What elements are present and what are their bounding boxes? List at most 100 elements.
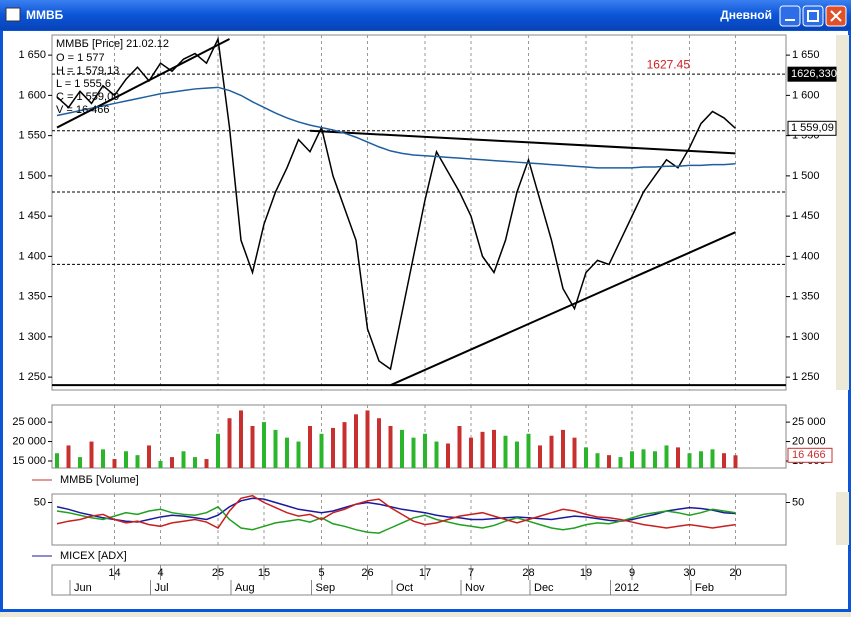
trendline	[56, 38, 230, 129]
legend-line: L = 1 555,6	[56, 78, 111, 90]
legend-line: O = 1 577	[56, 52, 105, 64]
x-day-label: 30	[683, 567, 695, 579]
minimize-button[interactable]	[779, 5, 801, 27]
volume-bar	[227, 418, 232, 468]
volume-bar	[400, 429, 404, 468]
y-tick-label: 1 600	[18, 89, 46, 101]
volume-box	[787, 447, 833, 463]
x-month-label: Feb	[695, 582, 714, 594]
volume-bar	[365, 410, 370, 468]
volume-bar	[388, 426, 393, 468]
volume-bar	[457, 426, 462, 468]
volume-bar	[710, 449, 715, 468]
y-tick-label: 1 650	[18, 49, 46, 61]
x-day-label: 26	[361, 567, 373, 579]
legend-label: ММВБ [Volume]	[60, 474, 139, 486]
legend-line: V = 16 466	[56, 104, 110, 116]
x-day-label: 7	[468, 567, 474, 579]
scrollbar[interactable]	[836, 492, 849, 545]
title-bar	[0, 0, 851, 30]
volume-bar	[423, 433, 427, 468]
x-day-label: 19	[580, 567, 592, 579]
volume-bar	[342, 422, 347, 468]
volume-bar	[308, 426, 312, 468]
volume-bar	[411, 437, 416, 468]
legend-line: C = 1 559,09	[56, 91, 119, 103]
y-tick-label: 50	[34, 496, 46, 508]
volume-bar	[733, 455, 738, 468]
volume-bar	[687, 453, 692, 468]
legend-line: H = 1 579,13	[56, 65, 119, 77]
x-month-label: Jul	[155, 582, 169, 594]
volume-bar	[78, 457, 82, 468]
x-month-label: Sep	[316, 582, 336, 594]
volume-bar	[354, 414, 358, 468]
price-label: 1627.45	[647, 57, 691, 71]
x-month-label: 2012	[615, 582, 639, 594]
x-day-label: 5	[318, 567, 324, 579]
y-tick-label: 1 500	[18, 170, 46, 182]
volume-bar	[296, 441, 301, 468]
x-month-label: Aug	[235, 582, 255, 594]
volume-bar	[538, 445, 542, 468]
volume-bar	[273, 429, 278, 468]
x-day-label: 15	[258, 567, 270, 579]
volume-bar	[561, 429, 565, 468]
y-tick-label: 1 250	[18, 371, 46, 383]
price-box	[787, 120, 837, 136]
y-tick-label: 15 000	[12, 455, 46, 467]
app-icon	[5, 7, 21, 22]
legend-label: MICEX [ADX]	[60, 550, 127, 562]
x-day-label: 14	[108, 567, 120, 579]
maximize-button[interactable]	[802, 5, 824, 27]
volume-bar	[216, 433, 220, 468]
volume-bar	[89, 441, 94, 468]
y-tick-label: 50	[792, 496, 804, 508]
volume-bar	[101, 449, 105, 468]
volume-bar	[239, 410, 243, 468]
y-tick-label: 20 000	[12, 435, 46, 447]
volume-bar	[595, 453, 600, 468]
x-axis	[51, 564, 787, 596]
y-tick-label: 1 550	[18, 130, 46, 142]
price-label: 1 559,09	[791, 122, 834, 134]
data-line	[56, 36, 737, 371]
volume-bar	[377, 418, 381, 468]
volume-bar	[124, 451, 128, 468]
x-day-label: 20	[729, 567, 741, 579]
y-tick-label: 1 350	[18, 291, 46, 303]
volume-bar	[641, 449, 646, 468]
volume-bar	[446, 443, 450, 468]
x-day-label: 4	[157, 567, 163, 579]
volume-bar	[331, 427, 335, 468]
y-tick-label: 1 350	[792, 291, 820, 303]
volume-bar	[480, 431, 485, 468]
y-tick-label: 25 000	[792, 416, 826, 428]
x-day-label: 28	[522, 567, 534, 579]
volume-bar	[664, 445, 669, 468]
scrollbar[interactable]	[836, 35, 849, 390]
volume-bar	[584, 447, 588, 468]
volume-bar	[434, 441, 439, 468]
x-month-label: Oct	[396, 582, 413, 594]
volume-bar	[722, 453, 726, 468]
volume-label: 16 466	[792, 449, 826, 461]
volume-bar	[285, 437, 289, 468]
volume-bar	[66, 445, 71, 468]
volume-bar	[618, 457, 623, 468]
legend-title: ММВБ [Price] 21.02.12	[56, 38, 169, 50]
volume-bar	[55, 453, 59, 468]
volume-bar	[170, 457, 174, 468]
volume-bar	[262, 422, 266, 468]
period: Дневной	[720, 8, 772, 22]
y-tick-label: 1 400	[18, 250, 46, 262]
y-tick-label: 1 600	[792, 89, 820, 101]
x-month-label: Jun	[74, 582, 92, 594]
y-tick-label: 1 300	[18, 331, 46, 343]
window-title: ММВБ	[26, 8, 64, 22]
volume-bar	[469, 437, 473, 468]
volume-bar	[319, 433, 324, 468]
y-tick-label: 1 300	[792, 331, 820, 343]
